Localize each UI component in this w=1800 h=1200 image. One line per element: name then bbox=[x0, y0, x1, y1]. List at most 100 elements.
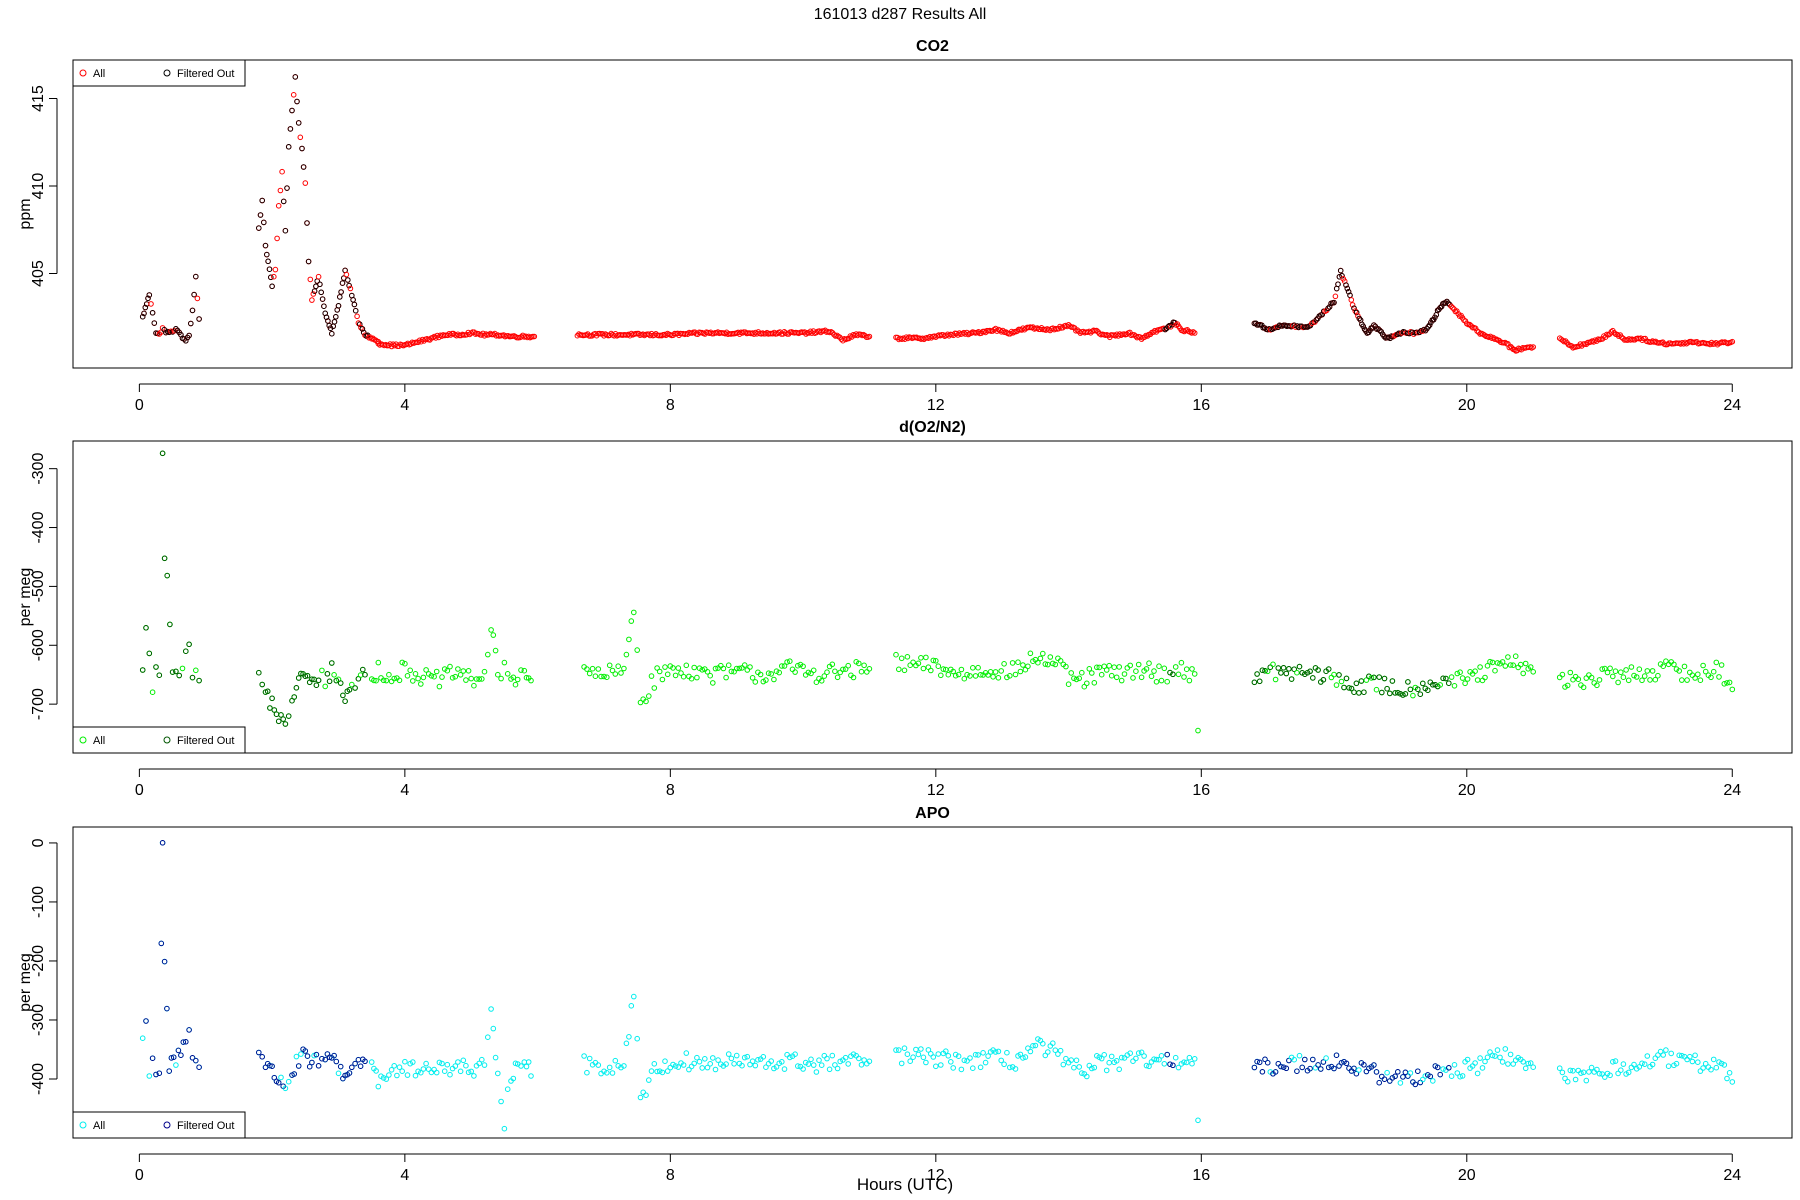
point-all bbox=[1004, 674, 1010, 681]
point-all bbox=[272, 266, 279, 273]
point-filtered-out bbox=[346, 1070, 353, 1076]
point-all bbox=[972, 1051, 979, 1058]
point-filtered-out bbox=[269, 283, 275, 290]
point-all bbox=[1729, 1079, 1736, 1085]
point-all bbox=[741, 1054, 748, 1061]
point-filtered-out bbox=[1278, 1063, 1284, 1070]
point-filtered-out bbox=[299, 145, 305, 152]
point-filtered-out bbox=[1392, 1073, 1398, 1080]
point-all bbox=[476, 676, 483, 682]
point-filtered-out bbox=[292, 74, 299, 80]
point-filtered-out bbox=[168, 1055, 175, 1061]
point-all bbox=[335, 1070, 342, 1077]
point-all bbox=[710, 680, 716, 686]
point-all bbox=[1520, 1059, 1526, 1065]
point-all bbox=[810, 1062, 817, 1068]
point-all bbox=[1138, 674, 1145, 681]
point-all bbox=[781, 1066, 788, 1072]
point-filtered-out bbox=[342, 698, 348, 704]
point-all bbox=[1007, 1064, 1013, 1071]
point-all bbox=[893, 1047, 899, 1053]
y-tick-label: 405 bbox=[30, 260, 47, 287]
point-filtered-out bbox=[1434, 1064, 1441, 1071]
point-filtered-out bbox=[1430, 682, 1436, 688]
point-filtered-out bbox=[1437, 304, 1443, 311]
point-filtered-out bbox=[1325, 305, 1331, 312]
y-tick-label: -500 bbox=[30, 570, 47, 602]
point-all bbox=[803, 331, 809, 337]
point-all bbox=[952, 1051, 959, 1058]
x-tick-label: 20 bbox=[1458, 782, 1476, 799]
point-filtered-out bbox=[315, 1063, 322, 1069]
point-all bbox=[1449, 304, 1456, 311]
point-all bbox=[675, 1064, 682, 1070]
point-all bbox=[1121, 671, 1128, 677]
point-all bbox=[967, 1055, 973, 1061]
point-filtered-out bbox=[1320, 1059, 1327, 1065]
point-filtered-out bbox=[338, 289, 344, 295]
point-all bbox=[355, 320, 362, 326]
point-all bbox=[1692, 675, 1698, 681]
point-all bbox=[1093, 327, 1100, 334]
point-all bbox=[156, 331, 163, 337]
point-all bbox=[1628, 1064, 1635, 1071]
point-all bbox=[1103, 1067, 1110, 1074]
point-all bbox=[1195, 727, 1201, 734]
point-all bbox=[1181, 1059, 1187, 1065]
point-filtered-out bbox=[139, 667, 146, 673]
point-all bbox=[1625, 677, 1632, 684]
point-filtered-out bbox=[282, 721, 289, 727]
point-all bbox=[1628, 664, 1635, 670]
point-all bbox=[664, 671, 671, 678]
x-tick-label: 0 bbox=[135, 1167, 144, 1184]
point-all bbox=[1106, 1059, 1112, 1066]
point-all bbox=[481, 1062, 488, 1068]
point-all bbox=[606, 662, 613, 669]
point-all bbox=[586, 1055, 593, 1062]
point-all bbox=[691, 664, 698, 671]
point-all bbox=[1032, 1042, 1039, 1049]
point-all bbox=[995, 1048, 1002, 1055]
point-filtered-out bbox=[273, 711, 280, 717]
point-filtered-out bbox=[1315, 1062, 1321, 1068]
point-all bbox=[749, 1058, 756, 1064]
point-all bbox=[646, 1077, 652, 1083]
point-all bbox=[1009, 660, 1016, 666]
point-all bbox=[1143, 1062, 1150, 1069]
point-filtered-out bbox=[1440, 675, 1446, 682]
point-filtered-out bbox=[1405, 1073, 1411, 1079]
point-filtered-out bbox=[1264, 1059, 1271, 1066]
point-filtered-out bbox=[164, 572, 170, 579]
point-all bbox=[1567, 669, 1574, 676]
point-all bbox=[1042, 661, 1049, 667]
point-filtered-out bbox=[1379, 689, 1385, 696]
point-all bbox=[1183, 1059, 1190, 1066]
point-all bbox=[864, 669, 870, 675]
point-all bbox=[423, 667, 429, 673]
point-filtered-out bbox=[143, 1018, 149, 1024]
point-all bbox=[749, 675, 756, 681]
point-all bbox=[1710, 1056, 1717, 1063]
point-all bbox=[514, 676, 521, 683]
point-all bbox=[763, 677, 769, 683]
point-filtered-out bbox=[169, 669, 176, 675]
point-all bbox=[1096, 664, 1103, 671]
point-all bbox=[808, 670, 814, 677]
point-all bbox=[1679, 677, 1685, 683]
point-all bbox=[1724, 1075, 1730, 1082]
point-all bbox=[410, 678, 416, 684]
point-all bbox=[985, 1053, 991, 1059]
point-all bbox=[1133, 668, 1139, 675]
point-filtered-out bbox=[1302, 671, 1308, 677]
point-all bbox=[592, 673, 599, 680]
point-all bbox=[380, 677, 387, 684]
point-all bbox=[436, 683, 443, 690]
point-all bbox=[1474, 1070, 1481, 1077]
point-filtered-out bbox=[337, 294, 343, 300]
point-filtered-out bbox=[340, 692, 346, 699]
point-all bbox=[279, 168, 285, 175]
point-all bbox=[1618, 1067, 1624, 1073]
point-filtered-out bbox=[1343, 282, 1349, 288]
point-all bbox=[1724, 680, 1730, 686]
point-all bbox=[390, 341, 396, 348]
